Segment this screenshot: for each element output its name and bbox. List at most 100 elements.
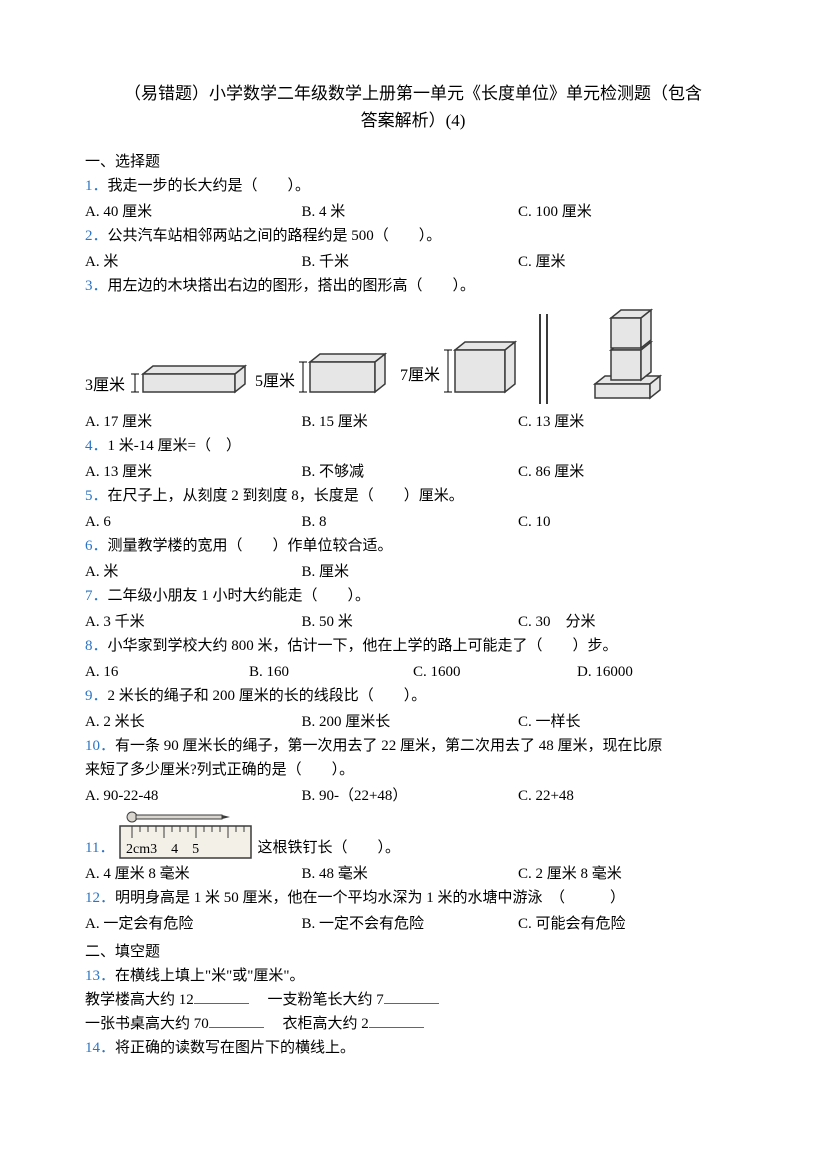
q5-options: A. 6 B. 8 C. 10 — [85, 510, 741, 534]
q3-label-5cm: 5厘米 — [255, 372, 295, 390]
q2-option-c[interactable]: C. 厘米 — [518, 250, 734, 274]
q13-line-2: 一张书桌高大约 70 衣柜高大约 2 — [85, 1012, 741, 1036]
q3-options: A. 17 厘米 B. 15 厘米 C. 13 厘米 — [85, 410, 741, 434]
title-line-1: （易错题）小学数学二年级数学上册第一单元《长度单位》单元检测题（包含 — [85, 80, 741, 107]
question-2: 2．公共汽车站相邻两站之间的路程约是 500（ ）。 A. 米 B. 千米 C.… — [85, 224, 741, 274]
q3-number: 3． — [85, 278, 108, 294]
q12-option-b[interactable]: B. 一定不会有危险 — [301, 912, 517, 936]
q12-text: 明明身高是 1 米 50 厘米，他在一个平均水深为 1 米的水塘中游泳 （ ） — [115, 890, 625, 906]
q11-option-a[interactable]: A. 4 厘米 8 毫米 — [85, 862, 301, 886]
q3-option-c[interactable]: C. 13 厘米 — [518, 410, 734, 434]
q13-blank-2[interactable] — [384, 989, 439, 1004]
q6-text: 测量教学楼的宽用（ ）作单位较合适。 — [108, 538, 393, 554]
q1-text: 我走一步的长大约是（ ）。 — [108, 178, 311, 194]
q1-option-a[interactable]: A. 40 厘米 — [85, 200, 301, 224]
q13-blank-1[interactable] — [194, 989, 249, 1004]
q13-text: 在横线上填上"米"或"厘米"。 — [115, 968, 305, 984]
question-8: 8．小华家到学校大约 800 米，估计一下，他在上学的路上可能走了（ ）步。 A… — [85, 634, 741, 684]
question-13: 13．在横线上填上"米"或"厘米"。 教学楼高大约 12 一支粉笔长大约 7 一… — [85, 964, 741, 1036]
question-3: 3．用左边的木块搭出右边的图形，搭出的图形高（ ）。 3厘米 — [85, 274, 741, 434]
q1-options: A. 40 厘米 B. 4 米 C. 100 厘米 — [85, 200, 741, 224]
q14-number: 14． — [85, 1040, 115, 1056]
q8-option-b[interactable]: B. 160 — [249, 660, 413, 684]
q4-options: A. 13 厘米 B. 不够减 C. 86 厘米 — [85, 460, 741, 484]
q3-figure-row: 3厘米 5厘米 7厘 — [85, 304, 741, 404]
section-2-header: 二、填空题 — [85, 940, 741, 964]
q1-number: 1． — [85, 178, 108, 194]
q1-option-c[interactable]: C. 100 厘米 — [518, 200, 734, 224]
q13-l1b: 一支粉笔长大约 7 — [253, 992, 384, 1008]
q10-options: A. 90-22-48 B. 90-（22+48） C. 22+48 — [85, 784, 741, 808]
q4-option-b[interactable]: B. 不够减 — [301, 460, 517, 484]
q6-number: 6． — [85, 538, 108, 554]
q10-option-c[interactable]: C. 22+48 — [518, 784, 734, 808]
question-12: 12．明明身高是 1 米 50 厘米，他在一个平均水深为 1 米的水塘中游泳 （… — [85, 886, 741, 936]
q2-options: A. 米 B. 千米 C. 厘米 — [85, 250, 741, 274]
q3-option-b[interactable]: B. 15 厘米 — [301, 410, 517, 434]
q13-line-1: 教学楼高大约 12 一支粉笔长大约 7 — [85, 988, 741, 1012]
question-10: 10．有一条 90 厘米长的绳子，第一次用去了 22 厘米，第二次用去了 48 … — [85, 734, 741, 808]
q8-number: 8． — [85, 638, 108, 654]
q9-options: A. 2 米长 B. 200 厘米长 C. 一样长 — [85, 710, 741, 734]
q11-tail: 这根铁钉长（ ）。 — [257, 836, 400, 860]
q11-option-c[interactable]: C. 2 厘米 8 毫米 — [518, 862, 734, 886]
q9-number: 9． — [85, 688, 108, 704]
q5-option-c[interactable]: C. 10 — [518, 510, 734, 534]
question-14: 14．将正确的读数写在图片下的横线上。 — [85, 1036, 741, 1060]
q4-option-a[interactable]: A. 13 厘米 — [85, 460, 301, 484]
q7-option-b[interactable]: B. 50 米 — [301, 610, 517, 634]
q7-option-a[interactable]: A. 3 千米 — [85, 610, 301, 634]
q10-option-a[interactable]: A. 90-22-48 — [85, 784, 301, 808]
q12-option-c[interactable]: C. 可能会有危险 — [518, 912, 734, 936]
q8-option-c[interactable]: C. 1600 — [413, 660, 577, 684]
q3-blocks-figure: 3厘米 5厘米 7厘 — [85, 314, 585, 404]
title-line-2: 答案解析）(4) — [85, 107, 741, 134]
question-9: 9．2 米长的绳子和 200 厘米的长的线段比（ ）。 A. 2 米长 B. 2… — [85, 684, 741, 734]
q12-option-a[interactable]: A. 一定会有危险 — [85, 912, 301, 936]
q14-text: 将正确的读数写在图片下的横线上。 — [115, 1040, 355, 1056]
q9-text: 2 米长的绳子和 200 厘米的长的线段比（ ）。 — [108, 688, 427, 704]
q8-option-d[interactable]: D. 16000 — [577, 660, 741, 684]
q1-option-b[interactable]: B. 4 米 — [301, 200, 517, 224]
q9-option-a[interactable]: A. 2 米长 — [85, 710, 301, 734]
q10-text-2: 来短了多少厘米?列式正确的是（ ）。 — [85, 758, 741, 782]
q7-text: 二年级小朋友 1 小时大约能走（ ）。 — [108, 588, 371, 604]
q6-option-b[interactable]: B. 厘米 — [301, 560, 517, 584]
q13-blank-3[interactable] — [209, 1013, 264, 1028]
q4-option-c[interactable]: C. 86 厘米 — [518, 460, 734, 484]
section-1-header: 一、选择题 — [85, 150, 741, 174]
exam-page: （易错题）小学数学二年级数学上册第一单元《长度单位》单元检测题（包含 答案解析）… — [0, 0, 826, 1168]
q9-option-c[interactable]: C. 一样长 — [518, 710, 734, 734]
q6-options: A. 米 B. 厘米 — [85, 560, 741, 584]
q4-text: 1 米-14 厘米=（ ） — [108, 438, 241, 454]
q12-number: 12． — [85, 890, 115, 906]
q10-number: 10． — [85, 738, 115, 754]
question-5: 5．在尺子上，从刻度 2 到刻度 8，长度是（ ）厘米。 A. 6 B. 8 C… — [85, 484, 741, 534]
q3-tower-figure — [585, 304, 675, 404]
q10-option-b[interactable]: B. 90-（22+48） — [301, 784, 517, 808]
q13-blank-4[interactable] — [369, 1013, 424, 1028]
q13-number: 13． — [85, 968, 115, 984]
q2-option-a[interactable]: A. 米 — [85, 250, 301, 274]
q7-number: 7． — [85, 588, 108, 604]
q2-option-b[interactable]: B. 千米 — [301, 250, 517, 274]
q8-option-a[interactable]: A. 16 — [85, 660, 249, 684]
q5-option-b[interactable]: B. 8 — [301, 510, 517, 534]
q3-label-7cm: 7厘米 — [400, 366, 440, 384]
q4-number: 4． — [85, 438, 108, 454]
q5-number: 5． — [85, 488, 108, 504]
q9-option-b[interactable]: B. 200 厘米长 — [301, 710, 517, 734]
question-1: 1．我走一步的长大约是（ ）。 A. 40 厘米 B. 4 米 C. 100 厘… — [85, 174, 741, 224]
q5-option-a[interactable]: A. 6 — [85, 510, 301, 534]
question-4: 4．1 米-14 厘米=（ ） A. 13 厘米 B. 不够减 C. 86 厘米 — [85, 434, 741, 484]
q11-option-b[interactable]: B. 48 毫米 — [301, 862, 517, 886]
question-6: 6．测量教学楼的宽用（ ）作单位较合适。 A. 米 B. 厘米 — [85, 534, 741, 584]
q3-label-3cm: 3厘米 — [85, 376, 125, 394]
q5-text: 在尺子上，从刻度 2 到刻度 8，长度是（ ）厘米。 — [108, 488, 464, 504]
q11-ruler-label: 2cm3 4 5 — [126, 842, 199, 857]
q12-options: A. 一定会有危险 B. 一定不会有危险 C. 可能会有危险 — [85, 912, 741, 936]
q7-options: A. 3 千米 B. 50 米 C. 30 分米 — [85, 610, 741, 634]
q6-option-a[interactable]: A. 米 — [85, 560, 301, 584]
q3-option-a[interactable]: A. 17 厘米 — [85, 410, 301, 434]
q7-option-c[interactable]: C. 30 分米 — [518, 610, 734, 634]
